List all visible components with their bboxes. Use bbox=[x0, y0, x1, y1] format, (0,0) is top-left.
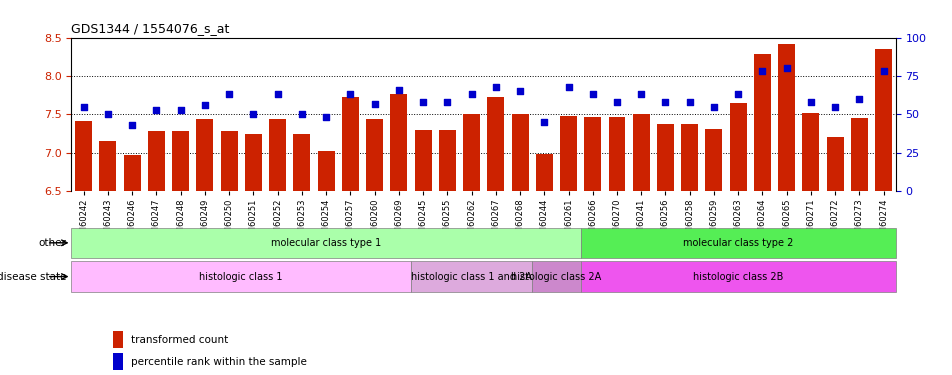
Bar bbox=[71, 261, 410, 292]
Point bbox=[512, 88, 527, 94]
Point bbox=[705, 104, 721, 110]
Point bbox=[197, 102, 212, 108]
Text: transformed count: transformed count bbox=[130, 335, 228, 345]
Bar bbox=[584, 117, 601, 191]
Bar bbox=[874, 49, 891, 191]
Bar bbox=[112, 353, 123, 370]
Bar bbox=[342, 98, 358, 191]
Bar bbox=[535, 154, 552, 191]
Text: GDS1344 / 1554076_s_at: GDS1344 / 1554076_s_at bbox=[71, 22, 229, 35]
Bar bbox=[112, 332, 123, 348]
Text: other: other bbox=[39, 238, 67, 248]
Bar bbox=[802, 113, 819, 191]
Point bbox=[487, 84, 503, 90]
Point bbox=[294, 111, 309, 117]
Bar bbox=[410, 261, 531, 292]
Point bbox=[875, 68, 890, 74]
Bar bbox=[753, 54, 770, 191]
Point bbox=[390, 87, 406, 93]
Bar bbox=[75, 121, 92, 191]
Point bbox=[730, 92, 745, 98]
Bar bbox=[438, 130, 455, 191]
Bar bbox=[531, 261, 580, 292]
Point bbox=[536, 119, 551, 125]
Bar bbox=[463, 114, 480, 191]
Bar bbox=[245, 134, 262, 191]
Point bbox=[803, 99, 818, 105]
Bar bbox=[778, 44, 794, 191]
Text: percentile rank within the sample: percentile rank within the sample bbox=[130, 357, 307, 367]
Text: molecular class type 1: molecular class type 1 bbox=[270, 238, 381, 248]
Bar bbox=[486, 98, 504, 191]
Point bbox=[172, 107, 188, 113]
Bar bbox=[704, 129, 722, 191]
Point bbox=[439, 99, 454, 105]
Bar bbox=[99, 141, 116, 191]
Text: molecular class type 2: molecular class type 2 bbox=[683, 238, 793, 248]
Point bbox=[415, 99, 430, 105]
Bar bbox=[293, 134, 310, 191]
Bar bbox=[317, 151, 334, 191]
Bar bbox=[825, 137, 843, 191]
Point bbox=[633, 92, 648, 98]
Bar bbox=[681, 124, 698, 191]
Bar bbox=[511, 114, 528, 191]
Text: histologic class 2B: histologic class 2B bbox=[692, 272, 783, 282]
Point bbox=[561, 84, 576, 90]
Point bbox=[318, 114, 333, 120]
Text: histologic class 2A: histologic class 2A bbox=[510, 272, 601, 282]
Point bbox=[149, 107, 164, 113]
Point bbox=[246, 111, 261, 117]
Bar bbox=[608, 117, 625, 191]
Point bbox=[343, 92, 358, 98]
Point bbox=[367, 100, 382, 106]
Bar bbox=[390, 94, 407, 191]
Bar bbox=[729, 103, 746, 191]
Point bbox=[608, 99, 624, 105]
Bar bbox=[580, 228, 895, 258]
Point bbox=[76, 104, 91, 110]
Bar bbox=[196, 119, 213, 191]
Bar bbox=[148, 131, 165, 191]
Bar bbox=[124, 155, 141, 191]
Bar bbox=[172, 131, 188, 191]
Text: disease state: disease state bbox=[0, 272, 67, 282]
Bar bbox=[220, 131, 237, 191]
Point bbox=[826, 104, 842, 110]
Point bbox=[657, 99, 672, 105]
Bar bbox=[268, 119, 286, 191]
Bar bbox=[366, 119, 383, 191]
Text: histologic class 1: histologic class 1 bbox=[199, 272, 283, 282]
Point bbox=[779, 65, 794, 71]
Point bbox=[851, 96, 866, 102]
Bar bbox=[850, 118, 867, 191]
Bar bbox=[580, 261, 895, 292]
Bar bbox=[71, 228, 580, 258]
Point bbox=[221, 92, 236, 98]
Point bbox=[125, 122, 140, 128]
Bar bbox=[560, 116, 576, 191]
Point bbox=[754, 68, 769, 74]
Point bbox=[585, 92, 600, 98]
Bar bbox=[632, 114, 649, 191]
Point bbox=[100, 111, 115, 117]
Bar bbox=[656, 124, 673, 191]
Bar bbox=[414, 130, 431, 191]
Point bbox=[269, 92, 285, 98]
Point bbox=[464, 92, 479, 98]
Text: histologic class 1 and 2A: histologic class 1 and 2A bbox=[410, 272, 531, 282]
Point bbox=[682, 99, 697, 105]
